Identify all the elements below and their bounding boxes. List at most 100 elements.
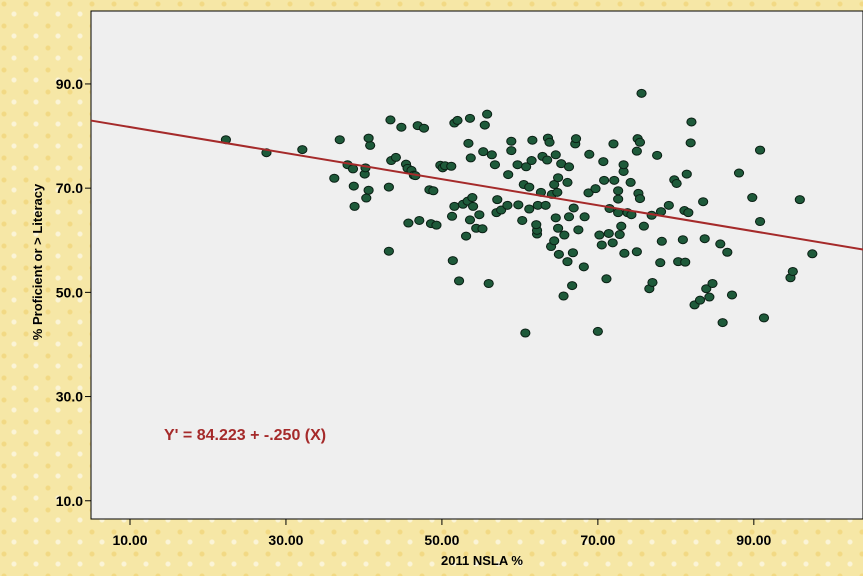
data-point xyxy=(698,197,709,207)
data-point xyxy=(464,113,476,123)
data-point xyxy=(486,150,497,160)
data-point xyxy=(655,258,666,268)
data-point xyxy=(625,177,636,187)
data-point xyxy=(506,146,517,156)
data-point xyxy=(680,257,691,267)
data-point xyxy=(701,284,712,294)
x-tick-label: 10.00 xyxy=(112,532,147,548)
data-point xyxy=(568,203,579,213)
x-axis: 10.00 30.00 50.00 70.00 90.00 xyxy=(112,519,772,548)
data-point xyxy=(468,201,479,211)
data-point xyxy=(747,193,758,203)
x-tick-label: 70.00 xyxy=(580,532,615,548)
data-point xyxy=(619,248,630,258)
data-point xyxy=(599,175,610,185)
data-point xyxy=(647,277,658,287)
data-point xyxy=(552,173,564,183)
data-point xyxy=(686,117,697,127)
data-point xyxy=(544,137,555,147)
data-point xyxy=(715,239,726,249)
data-point xyxy=(636,88,647,98)
data-point xyxy=(631,247,642,257)
data-point xyxy=(583,188,594,198)
data-point xyxy=(383,182,394,192)
data-point xyxy=(363,185,374,195)
y-tick-label: 30.0 xyxy=(56,389,83,405)
data-point xyxy=(447,256,458,266)
data-point xyxy=(513,200,524,210)
data-point xyxy=(446,161,457,171)
data-point xyxy=(590,184,601,194)
data-point xyxy=(502,200,513,210)
data-point xyxy=(609,175,620,185)
data-point xyxy=(699,234,710,244)
data-point xyxy=(414,215,425,225)
x-tick-label: 50.00 xyxy=(424,532,459,548)
data-point xyxy=(531,220,542,230)
data-point xyxy=(463,138,474,148)
data-point xyxy=(567,248,579,258)
data-point xyxy=(550,150,561,160)
data-point xyxy=(562,177,573,187)
data-point xyxy=(478,147,489,157)
data-point xyxy=(596,240,607,250)
data-point xyxy=(616,221,627,231)
data-point xyxy=(474,210,485,220)
y-axis-title: % Proficient or > Literacy xyxy=(30,183,45,340)
data-point xyxy=(613,186,624,196)
data-point xyxy=(758,313,770,323)
data-point xyxy=(553,249,564,259)
data-point xyxy=(608,139,619,149)
data-point xyxy=(552,187,563,197)
data-point xyxy=(578,262,589,272)
data-point xyxy=(465,153,476,163)
regression-equation: Y' = 84.223 + -.250 (X) xyxy=(164,427,326,444)
data-point xyxy=(403,218,414,228)
data-point xyxy=(563,162,575,172)
data-point xyxy=(464,215,476,225)
data-point xyxy=(390,152,402,162)
data-point xyxy=(663,200,674,210)
data-point xyxy=(452,115,463,125)
data-point xyxy=(449,201,460,211)
data-point xyxy=(446,211,458,221)
data-point xyxy=(694,295,706,305)
data-point xyxy=(563,212,575,222)
data-point xyxy=(704,292,715,302)
y-tick-label: 50.0 xyxy=(56,284,83,300)
data-point xyxy=(592,326,603,336)
data-point xyxy=(483,278,494,288)
data-point xyxy=(540,200,551,210)
data-point xyxy=(542,155,553,165)
data-point xyxy=(524,182,535,192)
data-point xyxy=(707,278,718,288)
data-point xyxy=(492,195,503,205)
data-point xyxy=(396,122,407,132)
data-point xyxy=(361,193,372,203)
data-point xyxy=(503,170,514,180)
data-point xyxy=(722,247,733,257)
data-points xyxy=(220,88,818,338)
y-axis: 10.0 30.0 50.0 70.0 90.0 xyxy=(56,76,91,509)
data-point xyxy=(807,249,818,259)
x-axis-title: 2011 NSLA % xyxy=(441,553,523,568)
data-point xyxy=(634,194,646,204)
data-point xyxy=(385,115,396,125)
data-point xyxy=(460,231,472,241)
data-point xyxy=(618,160,629,170)
data-point xyxy=(482,109,493,119)
data-point xyxy=(594,230,605,240)
data-point xyxy=(517,215,528,225)
data-point xyxy=(453,276,465,286)
data-point xyxy=(685,138,696,148)
data-point xyxy=(671,178,682,188)
data-point xyxy=(598,157,609,167)
data-point xyxy=(567,281,578,291)
data-point xyxy=(334,135,345,145)
y-tick-label: 90.0 xyxy=(56,76,83,92)
plot-area xyxy=(90,10,863,520)
data-point xyxy=(489,160,501,170)
data-point xyxy=(614,230,625,240)
data-point xyxy=(428,186,439,196)
